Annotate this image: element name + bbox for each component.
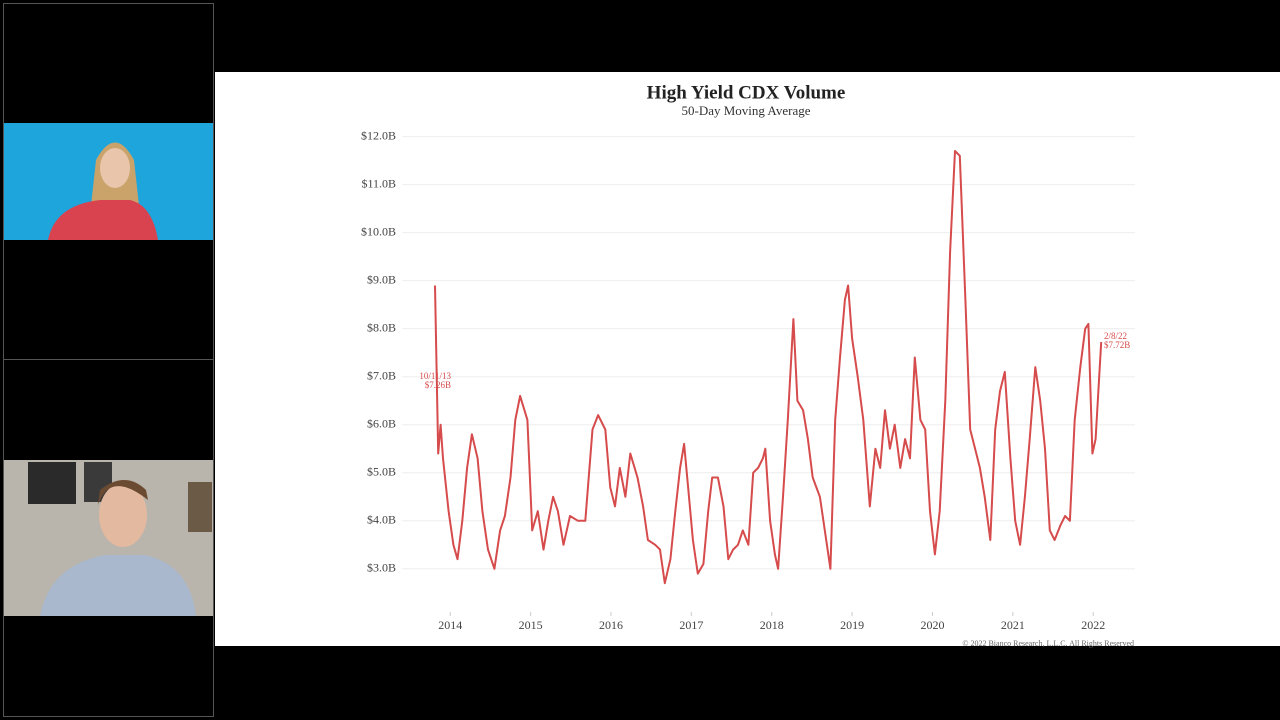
annotation: $7.26B: [425, 380, 451, 390]
x-tick-label: 2015: [519, 618, 543, 632]
hair: [98, 480, 148, 505]
y-tick-label: $11.0B: [361, 176, 396, 190]
face: [100, 148, 130, 188]
torso: [48, 200, 158, 240]
chart-title: High Yield CDX Volume: [647, 82, 846, 103]
face: [99, 483, 147, 547]
annotation: 2/8/22: [1104, 331, 1127, 341]
y-tick-label: $3.0B: [367, 561, 396, 575]
x-tick-label: 2017: [679, 618, 703, 632]
annotation: $7.72B: [1104, 340, 1130, 350]
x-tick-label: 2021: [1001, 618, 1025, 632]
y-tick-label: $6.0B: [367, 416, 396, 430]
copyright: © 2022 Bianco Research, L.L.C. All Right…: [962, 639, 1134, 648]
y-tick-label: $5.0B: [367, 464, 396, 478]
torso: [40, 555, 196, 616]
y-tick-label: $10.0B: [361, 224, 396, 238]
y-tick-label: $8.0B: [367, 320, 396, 334]
x-tick-label: 2020: [920, 618, 944, 632]
data-line: [434, 150, 1103, 585]
x-tick-label: 2014: [438, 618, 462, 632]
annotation: 10/11/13: [419, 371, 451, 381]
shared-screen: [215, 72, 1280, 646]
x-tick-label: 2019: [840, 618, 864, 632]
y-tick-label: $9.0B: [367, 272, 396, 286]
x-tick-label: 2018: [760, 618, 784, 632]
x-tick-label: 2016: [599, 618, 623, 632]
wall-picture: [188, 482, 212, 532]
chart-subtitle: 50-Day Moving Average: [681, 103, 810, 118]
video-tile[interactable]: [4, 123, 213, 240]
wall-picture: [28, 462, 76, 504]
y-tick-label: $12.0B: [361, 128, 396, 142]
video-tile[interactable]: [4, 460, 213, 616]
y-tick-label: $4.0B: [367, 513, 396, 527]
y-tick-label: $7.0B: [367, 368, 396, 382]
x-tick-label: 2022: [1081, 618, 1105, 632]
